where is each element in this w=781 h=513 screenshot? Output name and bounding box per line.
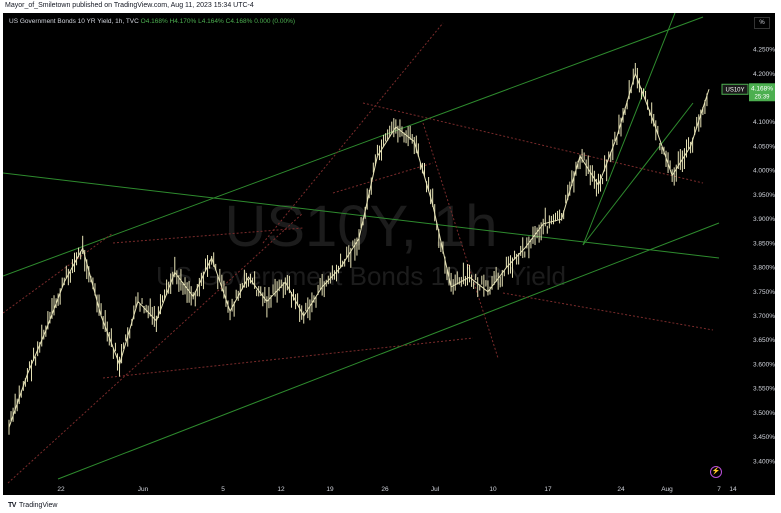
y-tick-label: 3.850% [753,240,775,247]
x-tick-label: 22 [57,486,65,493]
trendline-red-4 [102,337,474,379]
y-tick-label: 3.750% [753,289,775,296]
footer: TV TradingView [8,499,57,511]
y-tick-label: 3.600% [753,361,775,368]
legend-high: H4.170% [169,18,197,25]
tradingview-logo-icon: TV [8,501,16,509]
time-axis-band [3,485,775,495]
y-tick-label: 3.900% [753,216,775,223]
x-tick-label: 12 [277,486,285,493]
price-symbol-tag [721,83,749,95]
y-tick-label: 3.650% [753,337,775,344]
trendline-red-6 [262,22,444,244]
trendlines [3,13,720,484]
axis-mode-button[interactable]: % [754,17,770,29]
price-series [8,62,710,435]
x-tick-label: 17 [544,486,552,493]
y-tick-label: 3.700% [753,313,775,320]
x-tick-label: 5 [221,486,225,493]
x-tick-label: Jul [431,486,440,493]
y-tick-label: 4.100% [753,119,775,126]
trendline-green-4 [582,102,694,246]
trendline-green-0 [3,16,704,277]
x-tick-label: 10 [489,486,497,493]
publisher-header: Mayor_of_Smiletown published on TradingV… [5,2,254,9]
x-tick-label: 14 [729,486,737,493]
y-tick-label: 4.200% [753,71,775,78]
legend-open: O4.168% [140,18,168,25]
time-axis: 22 Jun 5 12 19 26 Jul 10 17 24 Aug 7 14 [3,485,775,495]
price-value-tag [749,83,775,102]
x-tick-label: Jun [138,486,149,493]
trendline-green-2 [57,222,720,480]
x-tick-label: 26 [381,486,389,493]
trendline-green-1 [3,172,720,259]
y-tick-label: 3.450% [753,434,775,441]
legend-low: L4.164% [198,18,224,25]
price-countdown-text: 25:39 [754,94,770,100]
last-price-label: US10Y 4.168% 25:39 [721,83,775,102]
legend-change: 0.000 (0.00%) [254,18,296,25]
y-tick-label: 4.000% [753,168,775,175]
x-tick-label: 7 [717,486,721,493]
y-tick-label: 3.800% [753,265,775,272]
y-tick-label: 3.500% [753,410,775,417]
trendline-red-3 [502,292,714,331]
x-tick-label: 24 [617,486,625,493]
trendline-red-2 [422,122,499,359]
price-axis: 4.250%4.200%4.150%4.100%4.050%4.000%3.95… [753,47,775,466]
x-tick-label: Aug [661,486,673,493]
price-plot: 4.250%4.200%4.150%4.100%4.050%4.000%3.95… [3,13,775,495]
trendline-red-5 [7,212,304,484]
trendline-red-8 [332,162,434,194]
lightning-icon[interactable]: ⚡ [710,466,722,478]
legend-close: C4.168% [225,18,253,25]
y-tick-label: 4.050% [753,143,775,150]
trendline-red-7 [112,227,304,244]
trendline-red-0 [3,232,114,314]
y-tick-label: 3.400% [753,458,775,465]
series-line-us10y [8,72,710,428]
x-tick-label: 19 [326,486,334,493]
footer-brand: TradingView [18,501,58,509]
y-tick-label: 4.250% [753,47,775,54]
chart-panel[interactable]: US Government Bonds 10 YR Yield, 1h, TVC… [3,13,775,495]
trendline-green-3 [582,13,676,246]
legend-title: US Government Bonds 10 YR Yield, 1h, TVC [9,18,139,25]
price-symbol-text: US10Y [725,87,744,93]
price-value-text: 4.168% [751,85,773,92]
y-tick-label: 3.950% [753,192,775,199]
chart-legend: US Government Bonds 10 YR Yield, 1h, TVC… [9,18,295,25]
y-tick-label: 3.550% [753,386,775,393]
